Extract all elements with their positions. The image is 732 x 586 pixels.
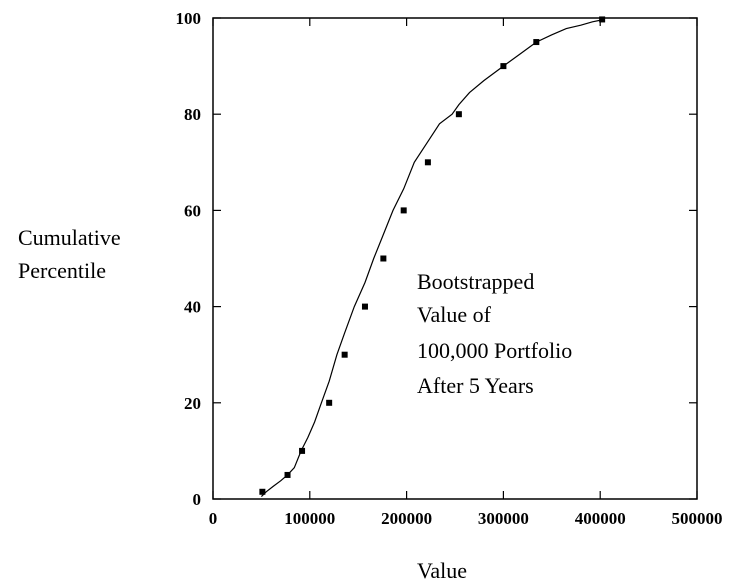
data-point-marker xyxy=(380,255,387,262)
data-point-marker xyxy=(424,159,431,166)
annotation-line-2: Value of xyxy=(417,302,492,327)
annotation-line-1: Bootstrapped xyxy=(417,269,534,294)
data-point-marker xyxy=(500,63,507,70)
x-tick-label: 400000 xyxy=(575,509,626,528)
y-tick-label: 60 xyxy=(184,201,201,220)
data-point-marker xyxy=(326,399,333,406)
data-markers xyxy=(259,16,606,495)
x-tick-label: 300000 xyxy=(478,509,529,528)
data-point-marker xyxy=(533,39,540,46)
x-axis-ticks: 0 100000 200000 300000 400000 500000 xyxy=(209,18,723,528)
x-tick-label: 200000 xyxy=(381,509,432,528)
annotation-line-4: After 5 Years xyxy=(417,373,534,398)
y-tick-label: 40 xyxy=(184,298,201,317)
y-tick-label: 0 xyxy=(193,490,202,509)
annotation-line-3: 100,000 Portfolio xyxy=(417,338,572,363)
cumulative-curve xyxy=(260,19,603,498)
data-point-marker xyxy=(341,351,348,358)
data-point-marker xyxy=(299,447,306,454)
data-point-marker xyxy=(400,207,407,214)
data-point-marker xyxy=(599,16,606,23)
y-axis-title-line-2: Percentile xyxy=(18,258,106,283)
y-axis-title-line-1: Cumulative xyxy=(18,225,121,250)
y-axis-ticks: 0 20 40 60 80 100 xyxy=(176,9,697,509)
x-tick-label: 0 xyxy=(209,509,218,528)
y-tick-label: 80 xyxy=(184,105,201,124)
x-tick-label: 500000 xyxy=(672,509,723,528)
data-point-marker xyxy=(259,488,266,495)
data-point-marker xyxy=(284,471,291,478)
data-point-marker xyxy=(455,111,462,118)
y-tick-label: 100 xyxy=(176,9,202,28)
x-axis-title: Value xyxy=(417,558,467,583)
plot-frame xyxy=(212,17,698,500)
y-tick-label: 20 xyxy=(184,394,201,413)
data-point-marker xyxy=(361,303,368,310)
x-tick-label: 100000 xyxy=(284,509,335,528)
